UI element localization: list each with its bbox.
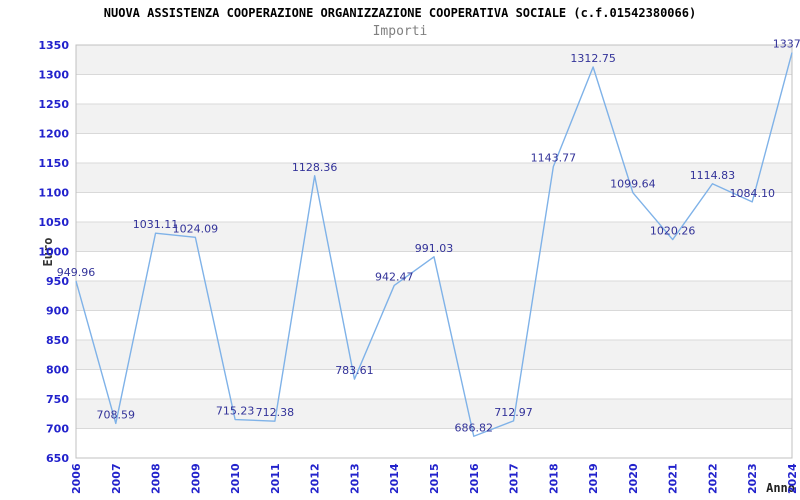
x-tick-label: 2023: [746, 463, 759, 494]
plot-band: [76, 369, 792, 399]
y-tick-label: 900: [46, 305, 69, 318]
data-point-label: 1084.10: [729, 187, 775, 200]
plot-band: [76, 428, 792, 458]
x-tick-label: 2021: [667, 463, 680, 494]
data-point-label: 1099.64: [610, 178, 656, 191]
data-point-label: 708.59: [97, 408, 136, 421]
plot-band: [76, 340, 792, 370]
plot-band: [76, 281, 792, 311]
x-tick-label: 2022: [706, 463, 719, 494]
data-point-label: 715.23: [216, 405, 255, 418]
x-tick-label: 2012: [309, 463, 322, 494]
y-tick-label: 800: [46, 364, 69, 377]
y-tick-label: 850: [46, 334, 69, 347]
x-tick-label: 2020: [627, 463, 640, 494]
plot-band: [76, 399, 792, 429]
x-tick-label: 2015: [428, 463, 441, 494]
x-tick-label: 2017: [508, 463, 521, 494]
x-tick-label: 2013: [348, 463, 361, 494]
data-point-label: 1024.09: [173, 222, 219, 235]
data-point-label: 1143.77: [531, 152, 577, 165]
x-tick-label: 2006: [70, 463, 83, 494]
data-line: [75, 52, 793, 437]
y-tick-label: 1350: [38, 39, 69, 52]
y-tick-label: 1300: [38, 69, 69, 82]
plot-band: [76, 163, 792, 193]
data-point-label: 1020.26: [650, 225, 696, 238]
data-point-label: 1114.83: [690, 169, 736, 182]
plot-band: [76, 251, 792, 281]
x-tick-label: 2016: [468, 463, 481, 494]
plot-band: [76, 192, 792, 222]
data-point-label: 942.47: [375, 270, 414, 283]
data-point-label: 712.38: [256, 406, 295, 419]
data-point-label: 1312.75: [570, 52, 616, 65]
plot-band: [76, 133, 792, 163]
x-tick-label: 2010: [229, 463, 242, 494]
plot-band: [76, 104, 792, 134]
x-tick-label: 2007: [110, 463, 123, 494]
x-tick-label: 2009: [189, 463, 202, 494]
data-point-label: 712.97: [494, 406, 533, 419]
data-point-label: 991.03: [415, 242, 454, 255]
x-tick-label: 2019: [587, 463, 600, 494]
data-point-label: 1128.36: [292, 161, 338, 174]
plot-band: [76, 45, 792, 75]
y-tick-label: 1050: [38, 216, 69, 229]
x-tick-label: 2011: [269, 463, 282, 494]
x-tick-label: 2018: [547, 463, 560, 494]
plot-border: [75, 44, 793, 459]
y-tick-label: 1000: [38, 246, 69, 259]
y-tick-label: 1200: [38, 128, 69, 141]
y-tick-label: 650: [46, 452, 69, 465]
y-tick-label: 1100: [38, 187, 69, 200]
x-tick-label: 2024: [786, 463, 799, 494]
y-tick-label: 1150: [38, 157, 69, 170]
plot-band: [76, 74, 792, 104]
data-point-label: 686.82: [455, 421, 494, 434]
data-point-label: 1031.11: [133, 218, 179, 231]
data-point-label: 949.96: [57, 266, 96, 279]
y-tick-label: 950: [46, 275, 69, 288]
y-tick-label: 750: [46, 393, 69, 406]
data-point-label: 1337.2: [773, 38, 800, 51]
x-tick-label: 2014: [388, 463, 401, 494]
x-axis-title: Anno: [766, 481, 795, 495]
plot-band: [76, 310, 792, 340]
chart-title: NUOVA ASSISTENZA COOPERAZIONE ORGANIZZAZ…: [103, 6, 697, 20]
data-point-label: 783.61: [335, 364, 374, 377]
chart-subtitle: Importi: [372, 24, 428, 39]
y-tick-label: 700: [46, 423, 69, 436]
y-tick-label: 1250: [38, 98, 69, 111]
x-tick-label: 2008: [150, 463, 163, 494]
